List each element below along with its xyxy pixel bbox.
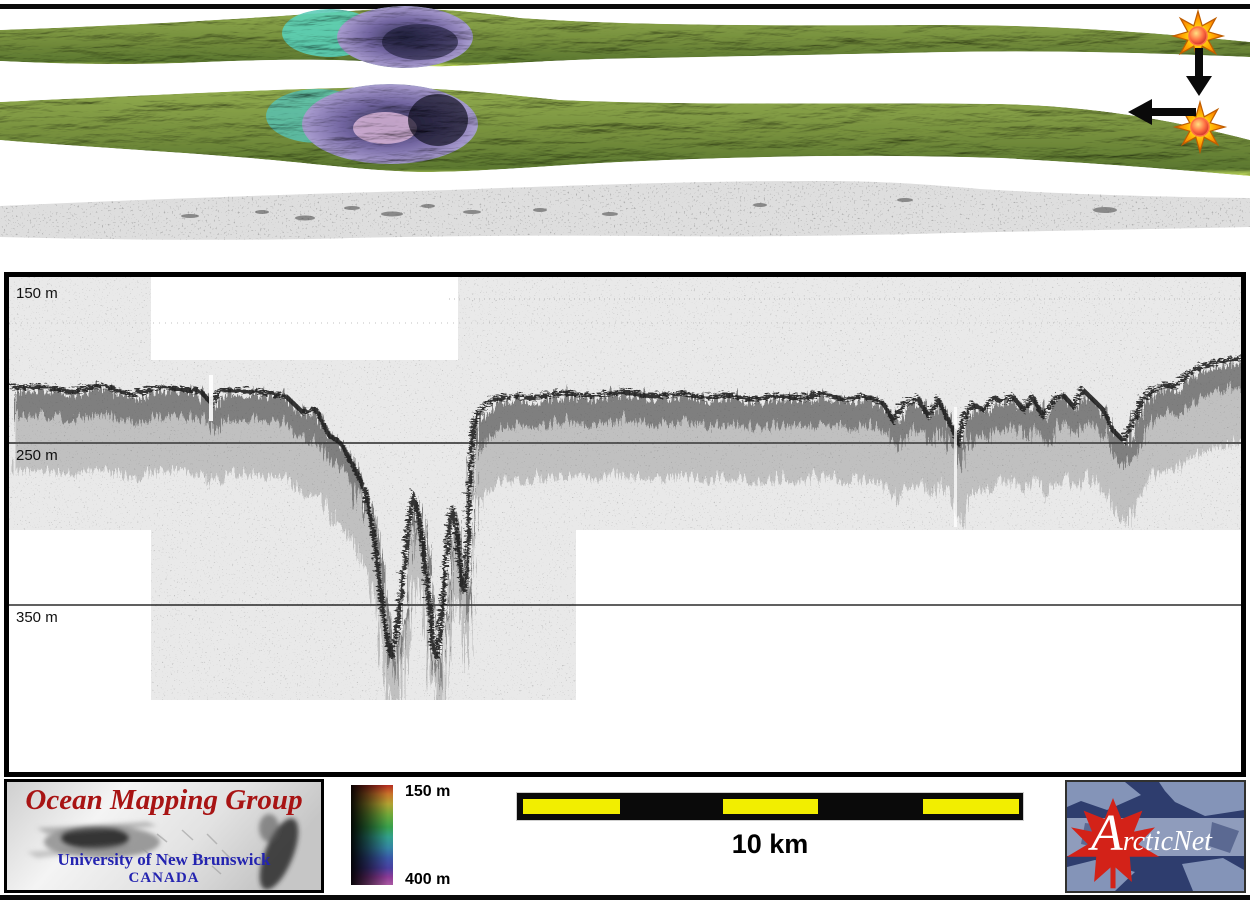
maple-leaf-icon bbox=[1067, 798, 1160, 889]
seabed-reflection-band bbox=[9, 355, 1241, 700]
colorbar-label-bottom: 400 m bbox=[405, 871, 451, 888]
bathymetry-swath-1 bbox=[0, 6, 1250, 68]
colorbar-label-top: 150 m bbox=[405, 783, 451, 800]
bottom-divider bbox=[0, 895, 1250, 900]
omg-logo: Ocean Mapping Group University of New Br… bbox=[4, 779, 324, 893]
omg-logo-background bbox=[7, 782, 321, 890]
arcticnet-logo: ArcticNet bbox=[1065, 780, 1246, 893]
arcticnet-wordmark: ArcticNet bbox=[1091, 804, 1241, 863]
trace-gap-notch bbox=[954, 407, 957, 527]
starburst-icon bbox=[1170, 8, 1226, 64]
left-arrow-icon bbox=[1128, 99, 1196, 125]
top-divider bbox=[0, 4, 1250, 9]
depth-colorbar bbox=[351, 785, 393, 885]
depth-label-250: 250 m bbox=[16, 447, 58, 464]
scale-bar-segment bbox=[923, 799, 1019, 814]
sonar-shadow-shapes bbox=[27, 814, 299, 890]
echogram-background bbox=[9, 277, 1241, 700]
distance-scale-bar bbox=[517, 793, 1023, 820]
omg-logo-title: Ocean Mapping Group bbox=[25, 784, 303, 816]
depth-label-350: 350 m bbox=[16, 609, 58, 626]
scale-bar-label: 10 km bbox=[731, 829, 809, 859]
scale-bar-segment bbox=[523, 799, 620, 814]
omg-logo-university: University of New Brunswick bbox=[57, 850, 271, 869]
footer: Ocean Mapping Group University of New Br… bbox=[0, 777, 1250, 895]
seabed-trace-line bbox=[9, 353, 1241, 658]
track-turn-marker-2 bbox=[1128, 99, 1228, 155]
echogram-panel: 150 m 250 m 350 m bbox=[4, 272, 1246, 777]
arcticnet-name: rcticNet bbox=[1122, 826, 1212, 857]
depth-label-150: 150 m bbox=[16, 285, 58, 302]
omg-logo-country: CANADA bbox=[128, 870, 200, 886]
survey-swath-panel bbox=[0, 6, 1250, 240]
trace-gap-notch bbox=[209, 375, 213, 421]
arcticnet-initial: A bbox=[1091, 805, 1123, 862]
down-arrow-icon bbox=[1186, 48, 1212, 96]
arcticnet-background bbox=[1067, 782, 1244, 891]
track-turn-marker-1 bbox=[1170, 8, 1226, 96]
echogram-data-gap bbox=[151, 277, 458, 360]
seabed-reflection-core bbox=[9, 355, 1241, 683]
backscatter-swath bbox=[0, 181, 1250, 240]
bathymetry-swath-2 bbox=[0, 84, 1250, 176]
echogram-plot bbox=[9, 277, 1241, 700]
scale-bar-segment bbox=[723, 799, 818, 814]
